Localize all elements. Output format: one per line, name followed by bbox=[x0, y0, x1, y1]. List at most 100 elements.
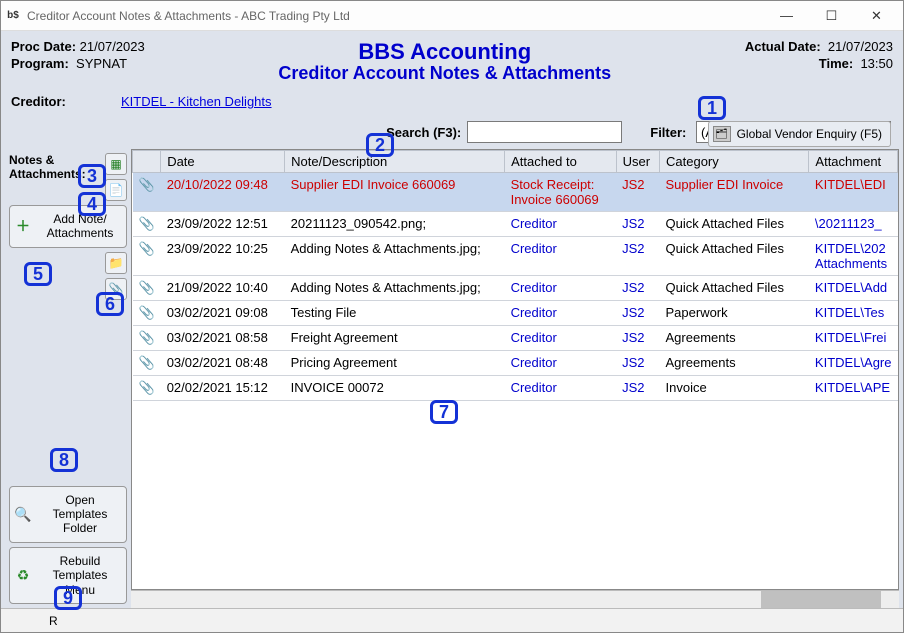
minimize-button[interactable]: — bbox=[764, 2, 809, 30]
user-cell: JS2 bbox=[616, 276, 659, 301]
rebuild-templates-label: Rebuild Templates Menu bbox=[38, 554, 122, 597]
col-user[interactable]: User bbox=[616, 151, 659, 173]
desc-cell: 20211123_090542.png; bbox=[285, 212, 505, 237]
document-button[interactable]: 📄 bbox=[105, 179, 127, 201]
att-cell: KITDEL\Frei bbox=[809, 326, 898, 351]
date-cell: 23/09/2022 12:51 bbox=[161, 212, 285, 237]
export-excel-button[interactable]: ▦ bbox=[105, 153, 127, 175]
open-templates-button[interactable]: 🔍 Open Templates Folder bbox=[9, 486, 127, 543]
proc-date-label: Proc Date: bbox=[11, 39, 76, 54]
table-row[interactable]: 📎23/09/2022 12:5120211123_090542.png;Cre… bbox=[133, 212, 898, 237]
user-cell: JS2 bbox=[616, 351, 659, 376]
cat-cell: Quick Attached Files bbox=[660, 237, 809, 276]
col-attachment[interactable]: Attachment bbox=[809, 151, 898, 173]
user-cell: JS2 bbox=[616, 376, 659, 401]
cat-cell: Quick Attached Files bbox=[660, 276, 809, 301]
excel-icon: ▦ bbox=[110, 157, 121, 171]
table-row[interactable]: 📎02/02/2021 15:12INVOICE 00072CreditorJS… bbox=[133, 376, 898, 401]
grid-wrap: Date Note/Description Attached to User C… bbox=[131, 149, 903, 608]
attached-cell: Creditor bbox=[505, 237, 617, 276]
window-title: Creditor Account Notes & Attachments - A… bbox=[27, 9, 764, 23]
date-cell: 03/02/2021 09:08 bbox=[161, 301, 285, 326]
clip-cell: 📎 bbox=[133, 351, 161, 376]
clip-cell: 📎 bbox=[133, 376, 161, 401]
notes-table: Date Note/Description Attached to User C… bbox=[132, 150, 898, 401]
attached-cell: Creditor bbox=[505, 351, 617, 376]
open-templates-label: Open Templates Folder bbox=[38, 493, 122, 536]
attached-cell: Stock Receipt: Invoice 660069 bbox=[505, 173, 617, 212]
attachment-button[interactable]: 📎 bbox=[105, 278, 127, 300]
table-row[interactable]: 📎20/10/2022 09:48Supplier EDI Invoice 66… bbox=[133, 173, 898, 212]
table-row[interactable]: 📎23/09/2022 10:25Adding Notes & Attachme… bbox=[133, 237, 898, 276]
search-label: Search (F3): bbox=[386, 125, 461, 140]
user-cell: JS2 bbox=[616, 301, 659, 326]
statusbar: R bbox=[1, 608, 903, 632]
add-note-button[interactable]: ＋ Add Note/ Attachments bbox=[9, 205, 127, 248]
app-window: b$ Creditor Account Notes & Attachments … bbox=[0, 0, 904, 633]
col-category[interactable]: Category bbox=[660, 151, 809, 173]
scrollbar-thumb[interactable] bbox=[761, 591, 881, 608]
att-cell: KITDEL\APE bbox=[809, 376, 898, 401]
vendor-icon: 🗂 bbox=[713, 126, 731, 142]
user-cell: JS2 bbox=[616, 212, 659, 237]
recycle-icon: ♻ bbox=[14, 566, 32, 584]
cat-cell: Agreements bbox=[660, 351, 809, 376]
clip-cell: 📎 bbox=[133, 326, 161, 351]
user-cell: JS2 bbox=[616, 326, 659, 351]
table-row[interactable]: 📎21/09/2022 10:40Adding Notes & Attachme… bbox=[133, 276, 898, 301]
desc-cell: Pricing Agreement bbox=[285, 351, 505, 376]
col-clip[interactable] bbox=[133, 151, 161, 173]
maximize-button[interactable]: ☐ bbox=[809, 2, 854, 30]
attached-cell: Creditor bbox=[505, 326, 617, 351]
cat-cell: Supplier EDI Invoice bbox=[660, 173, 809, 212]
user-cell: JS2 bbox=[616, 237, 659, 276]
left-sidebar: Notes & Attachments: ▦ 📄 ＋ Add Note/ Att… bbox=[1, 149, 131, 608]
program-label: Program: bbox=[11, 56, 69, 71]
content-zone: Notes & Attachments: ▦ 📄 ＋ Add Note/ Att… bbox=[1, 149, 903, 608]
col-desc[interactable]: Note/Description bbox=[285, 151, 505, 173]
table-row[interactable]: 📎03/02/2021 08:48Pricing AgreementCredit… bbox=[133, 351, 898, 376]
date-cell: 23/09/2022 10:25 bbox=[161, 237, 285, 276]
time-label: Time: bbox=[819, 56, 853, 71]
document-icon: 📄 bbox=[109, 183, 124, 197]
creditor-label: Creditor: bbox=[11, 94, 91, 109]
paperclip-icon: 📎 bbox=[109, 282, 124, 296]
clip-cell: 📎 bbox=[133, 173, 161, 212]
actual-date-value: 21/07/2023 bbox=[828, 39, 893, 54]
att-cell: KITDEL\Tes bbox=[809, 301, 898, 326]
titlebar[interactable]: b$ Creditor Account Notes & Attachments … bbox=[1, 1, 903, 31]
global-vendor-enquiry-label: Global Vendor Enquiry (F5) bbox=[737, 127, 882, 141]
program-value: SYPNAT bbox=[76, 56, 127, 71]
actual-date-label: Actual Date: bbox=[745, 39, 821, 54]
creditor-link[interactable]: KITDEL - Kitchen Delights bbox=[121, 94, 272, 109]
close-button[interactable]: ✕ bbox=[854, 2, 899, 30]
date-cell: 20/10/2022 09:48 bbox=[161, 173, 285, 212]
app-logo-icon: b$ bbox=[5, 8, 21, 24]
col-attached[interactable]: Attached to bbox=[505, 151, 617, 173]
att-cell: KITDEL\EDI bbox=[809, 173, 898, 212]
search-input[interactable] bbox=[467, 121, 622, 143]
table-row[interactable]: 📎03/02/2021 08:58Freight AgreementCredit… bbox=[133, 326, 898, 351]
desc-cell: Adding Notes & Attachments.jpg; bbox=[285, 276, 505, 301]
add-note-label: Add Note/ Attachments bbox=[38, 212, 122, 241]
global-vendor-enquiry-button[interactable]: 🗂 Global Vendor Enquiry (F5) bbox=[708, 121, 891, 147]
rebuild-templates-button[interactable]: ♻ Rebuild Templates Menu bbox=[9, 547, 127, 604]
cat-cell: Agreements bbox=[660, 326, 809, 351]
app-title: BBS Accounting bbox=[145, 39, 745, 65]
horizontal-scrollbar[interactable] bbox=[131, 590, 899, 608]
att-cell: KITDEL\Add bbox=[809, 276, 898, 301]
notes-section-label: Notes & Attachments: bbox=[9, 153, 105, 181]
col-date[interactable]: Date bbox=[161, 151, 285, 173]
desc-cell: Freight Agreement bbox=[285, 326, 505, 351]
grid-scroll[interactable]: Date Note/Description Attached to User C… bbox=[131, 149, 899, 590]
desc-cell: Adding Notes & Attachments.jpg; bbox=[285, 237, 505, 276]
time-value: 13:50 bbox=[860, 56, 893, 71]
folder-search-icon: 🔍 bbox=[14, 505, 32, 523]
clip-cell: 📎 bbox=[133, 301, 161, 326]
clip-cell: 📎 bbox=[133, 212, 161, 237]
table-row[interactable]: 📎03/02/2021 09:08Testing FileCreditorJS2… bbox=[133, 301, 898, 326]
date-cell: 21/09/2022 10:40 bbox=[161, 276, 285, 301]
date-cell: 03/02/2021 08:58 bbox=[161, 326, 285, 351]
folder-add-button[interactable]: 📁 bbox=[105, 252, 127, 274]
status-text: R bbox=[49, 614, 58, 628]
